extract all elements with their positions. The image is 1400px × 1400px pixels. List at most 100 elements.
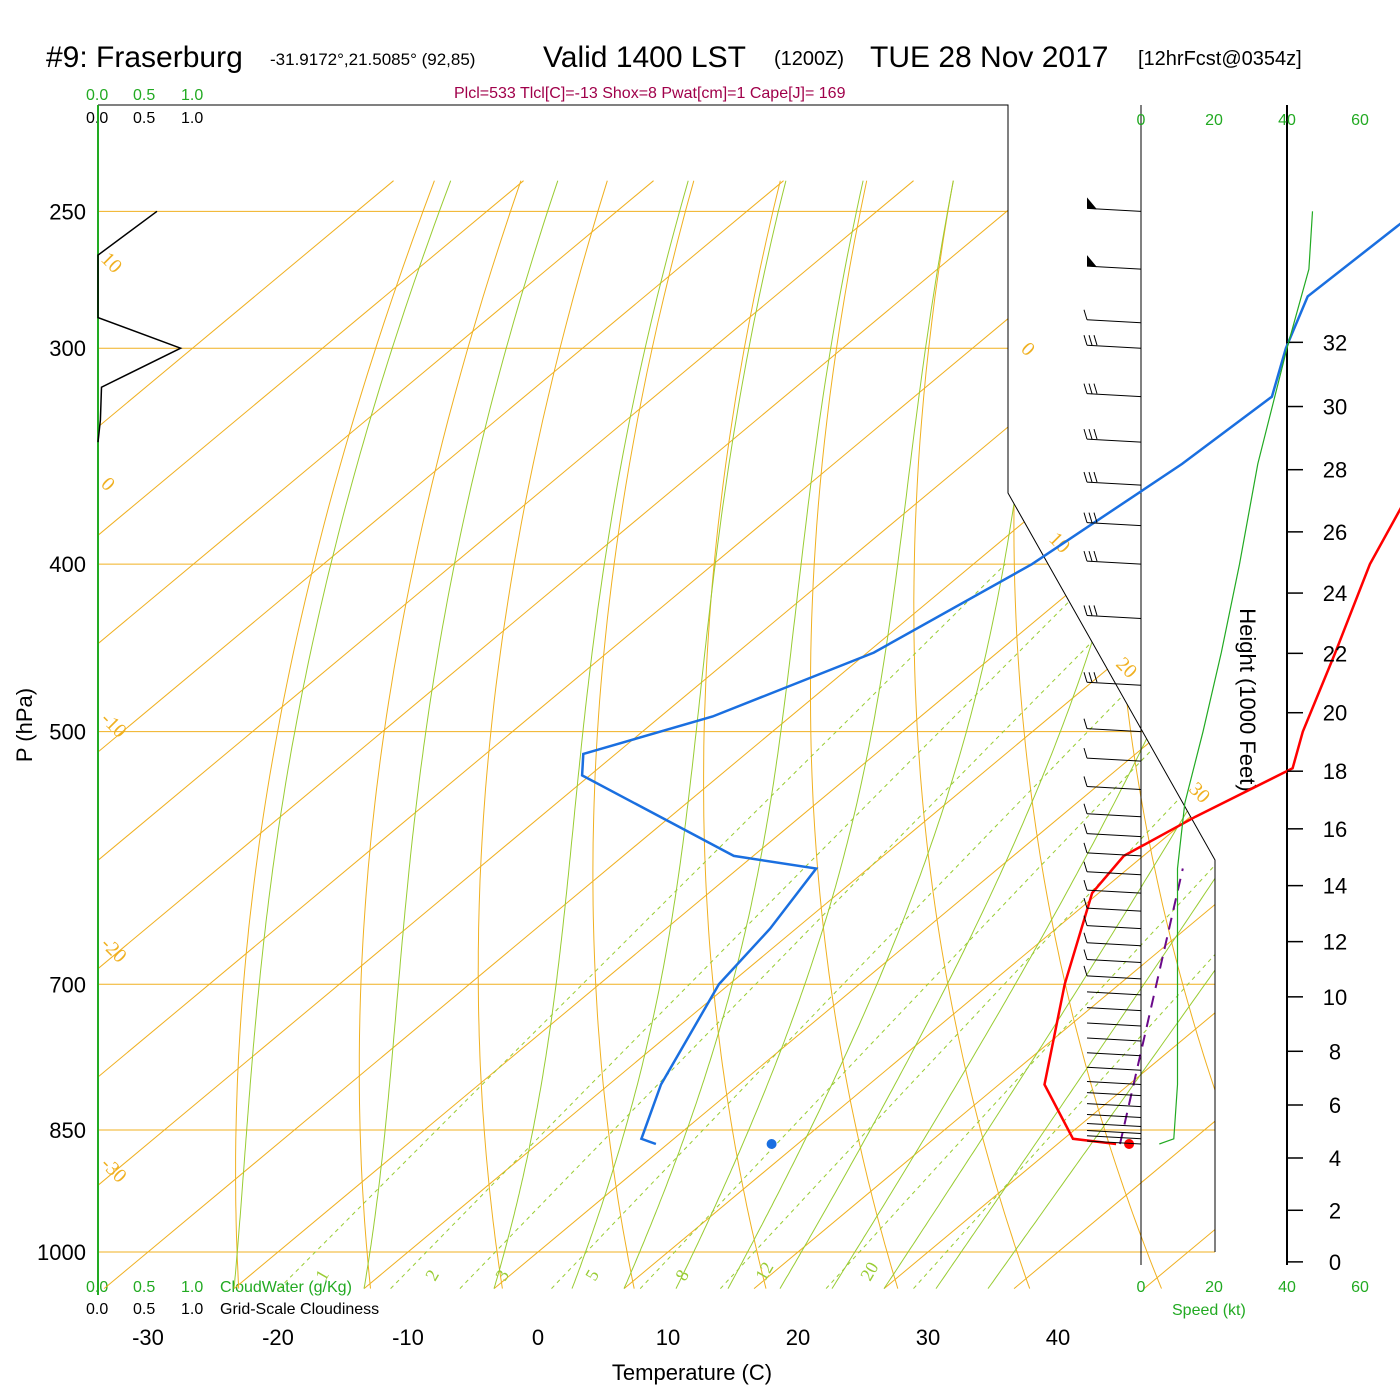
height-tick-label: 28: [1323, 458, 1347, 483]
isotherm-label: 30: [1184, 778, 1214, 808]
dry-adiabat-line: [358, 180, 522, 1289]
cloudwater-tick-top-0: 0.0: [86, 87, 108, 104]
moist-adiabat-line: [831, 180, 1215, 1289]
dewpoint-profile-line: [580, 222, 1400, 1146]
plot-outline: [98, 104, 1216, 1252]
dry-adiabat-line: [913, 180, 1031, 1289]
height-tick-label: 8: [1329, 1039, 1341, 1064]
valid-date: TUE 28 Nov 2017: [870, 41, 1108, 74]
isotherm-line: [98, 180, 654, 1290]
isotherm-line: [98, 180, 394, 1290]
cloudwater-tick-top-2: 1.0: [181, 87, 203, 104]
moist-adiabat-line: [571, 180, 787, 1289]
wind-barb-shaft: [1086, 925, 1142, 930]
isotherm-line: [98, 180, 1174, 1290]
isotherm-label: 0: [96, 473, 119, 496]
wind-barb-feather: [1083, 309, 1088, 320]
dry-adiabat-line: [810, 180, 899, 1289]
height-tick-label: 16: [1323, 817, 1347, 842]
wind-barb-shaft: [1086, 889, 1142, 894]
forecast-label: [12hrFcst@0354z]: [1138, 48, 1302, 70]
wind-barb-feather: [1083, 842, 1088, 854]
dry-adiabat-line: [1013, 180, 1162, 1289]
height-speed-panel: 0246810121416182022242628303200202040406…: [1137, 112, 1369, 1296]
dry-adiabat-line: [1297, 181, 1400, 1289]
valid-time: Valid 1400 LST: [543, 41, 746, 74]
isotherm-line: [233, 180, 1215, 1290]
cloudiness-tick-bottom-2: 1.0: [181, 1301, 203, 1318]
wind-barb-shaft: [1086, 1080, 1142, 1085]
wind-barb-shaft: [1086, 1103, 1142, 1108]
mixing-ratio-label: 5: [581, 1266, 603, 1284]
cloudiness-tick-bottom-1: 0.5: [133, 1301, 155, 1318]
dry-adiabat-line: [703, 180, 781, 1289]
speed-tick-label-bottom: 0: [1137, 1279, 1146, 1296]
isotherm-line: [1143, 180, 1215, 1290]
wind-barb-shaft: [1086, 975, 1142, 980]
cloudiness-tick-top-2: 1.0: [181, 110, 203, 127]
moist-adiabat-line: [727, 180, 1061, 1289]
wind-barb-shaft: [1086, 852, 1142, 857]
pressure-tick-label: 300: [49, 336, 86, 361]
wind-barb-shaft: [1086, 757, 1142, 762]
wind-barb-feather: [1083, 949, 1088, 960]
cloudwater-label: CloudWater (g/Kg): [220, 1279, 352, 1296]
height-tick-label: 26: [1323, 520, 1347, 545]
wind-barb-feather: [1083, 861, 1088, 872]
isotherm-line: [493, 180, 1215, 1290]
mixing-ratio-line: [390, 563, 1107, 1289]
pressure-tick-label: 250: [49, 199, 86, 224]
isotherm-label: 0: [1016, 338, 1039, 361]
wind-barb-feather: [1083, 383, 1088, 394]
wind-barb-feather: [1088, 672, 1093, 683]
moist-adiabat-line: [623, 180, 864, 1289]
speed-tick-label-top: 0: [1137, 112, 1146, 129]
wind-barbs: [1083, 197, 1142, 1145]
wind-barb-feather: [1083, 823, 1088, 834]
wind-barb-feather: [1088, 383, 1093, 394]
parcel-path-line: [1119, 868, 1184, 1145]
wind-barb-feather: [1088, 551, 1093, 562]
isotherm-line: [98, 180, 1044, 1290]
height-tick-label: 30: [1323, 395, 1347, 420]
wind-barb-shaft: [1086, 614, 1142, 619]
mixing-ratio-label: 12: [751, 1258, 777, 1284]
temperature-tick-label: -30: [132, 1325, 164, 1350]
mixing-ratio-line: [459, 563, 1170, 1289]
height-tick-label: 20: [1323, 701, 1347, 726]
wind-barb-feather: [1088, 471, 1093, 483]
temperature-tick-label: 10: [656, 1325, 680, 1350]
wind-barb-feather: [1083, 335, 1088, 346]
temperature-tick-label: -20: [262, 1325, 294, 1350]
wind-barb-shaft: [1086, 560, 1142, 565]
mixing-ratio-label: 8: [671, 1266, 693, 1284]
speed-tick-label-bottom: 40: [1278, 1279, 1296, 1296]
isotherm-line: [623, 180, 1215, 1290]
wind-barb-shaft: [1086, 958, 1142, 963]
wind-barb-feather: [1093, 335, 1098, 346]
height-tick-label: 4: [1329, 1146, 1341, 1171]
wind-barb-feather: [1083, 880, 1088, 891]
wind-barb-shaft: [1086, 1037, 1142, 1042]
speed-axis-title: Speed (kt): [1172, 1302, 1246, 1319]
wind-barb-feather: [1088, 512, 1093, 523]
temperature-tick-label: -10: [392, 1325, 424, 1350]
wind-barb-feather: [1083, 747, 1088, 759]
wind-barb-shaft: [1086, 681, 1142, 686]
height-tick-label: 24: [1323, 581, 1347, 606]
isotherm-line: [98, 180, 914, 1290]
height-tick-label: 0: [1329, 1250, 1341, 1275]
wind-barb-feather: [1083, 915, 1088, 926]
wind-barb-shaft: [1086, 833, 1142, 838]
mixing-ratio-label: 2: [421, 1266, 443, 1284]
station-coords: -31.9172°,21.5085° (92,85): [270, 50, 475, 69]
wind-barb-feather: [1093, 605, 1098, 616]
wind-barb-shaft: [1086, 344, 1142, 349]
height-tick-label: 22: [1323, 641, 1347, 666]
temperature-tick-label: 30: [916, 1325, 940, 1350]
speed-tick-label-bottom: 60: [1351, 1279, 1369, 1296]
plot-frame: [97, 104, 1288, 1295]
wind-barb-shaft: [1086, 481, 1142, 486]
